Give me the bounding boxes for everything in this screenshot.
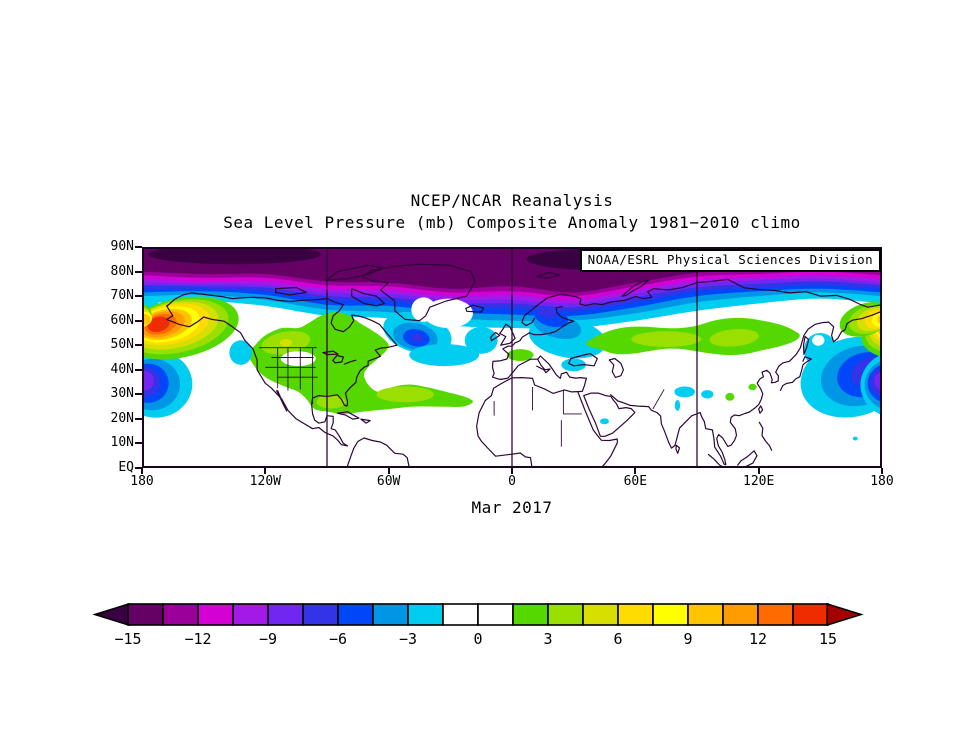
lat-tick-mark <box>135 270 142 273</box>
anomaly-map <box>142 247 882 468</box>
colorbar: −15 −12 −9 −6 −3 0 3 6 9 12 15 <box>92 602 864 648</box>
lat-tick-label: 70N <box>110 288 134 304</box>
lon-tick-mark <box>634 468 637 474</box>
colorbar-tick-label: 9 <box>683 630 692 648</box>
lon-tick-label: 180 <box>870 474 894 489</box>
lon-tick-mark <box>880 468 883 474</box>
lat-tick-label: 90N <box>110 239 134 254</box>
lon-tick-label: 60E <box>623 474 648 489</box>
lon-tick-label: 120W <box>249 474 281 489</box>
colorbar-tick-label: 6 <box>613 630 622 648</box>
lat-tick-label: 40N <box>110 361 134 377</box>
lat-tick-mark <box>135 442 142 445</box>
colorbar-tick-label: 12 <box>749 630 767 648</box>
lat-tick-mark <box>135 344 142 347</box>
lat-tick-mark <box>135 467 142 469</box>
lon-tick-mark <box>387 468 390 474</box>
lon-tick-label: 60W <box>376 474 401 489</box>
lat-tick-label: 50N <box>110 337 134 353</box>
lat-tick-mark <box>135 246 142 248</box>
lat-tick-mark <box>135 368 142 371</box>
lon-tick-label: 120E <box>743 474 775 489</box>
lon-tick-mark <box>757 468 760 474</box>
map-caption: Mar 2017 <box>471 498 553 517</box>
lon-tick-label: 0 <box>508 474 516 489</box>
lat-tick-label: 20N <box>110 410 134 426</box>
colorbar-tick-label: 15 <box>819 630 837 648</box>
lat-tick-mark <box>135 319 142 322</box>
colorbar-tick-label: 3 <box>543 630 552 648</box>
lat-tick-label: 80N <box>110 263 134 279</box>
lat-tick-mark <box>135 393 142 396</box>
lon-tick-mark <box>510 468 513 474</box>
colorbar-tick-label: 0 <box>473 630 482 648</box>
lon-tick-label: 180 <box>130 474 154 489</box>
lon-tick-mark <box>264 468 267 474</box>
lat-tick-label: 10N <box>110 435 134 451</box>
lat-tick-label: EQ <box>118 460 134 475</box>
page-subtitle: Sea Level Pressure (mb) Composite Anomal… <box>223 213 801 232</box>
credit-badge: NOAA/ESRL Physical Sciences Division <box>579 249 881 272</box>
colorbar-tick-label: −15 <box>114 630 141 648</box>
colorbar-tick-label: −9 <box>259 630 277 648</box>
lon-tick-mark <box>141 468 143 474</box>
lat-tick-label: 60N <box>110 312 134 328</box>
lat-tick-mark <box>135 295 142 298</box>
colorbar-tick-label: −6 <box>329 630 347 648</box>
map-canvas <box>142 247 882 468</box>
lat-tick-mark <box>135 417 142 420</box>
lat-tick-label: 30N <box>110 386 134 402</box>
colorbar-tick-label: −12 <box>184 630 211 648</box>
page-title: NCEP/NCAR Reanalysis <box>410 191 614 210</box>
colorbar-tick-label: −3 <box>399 630 417 648</box>
